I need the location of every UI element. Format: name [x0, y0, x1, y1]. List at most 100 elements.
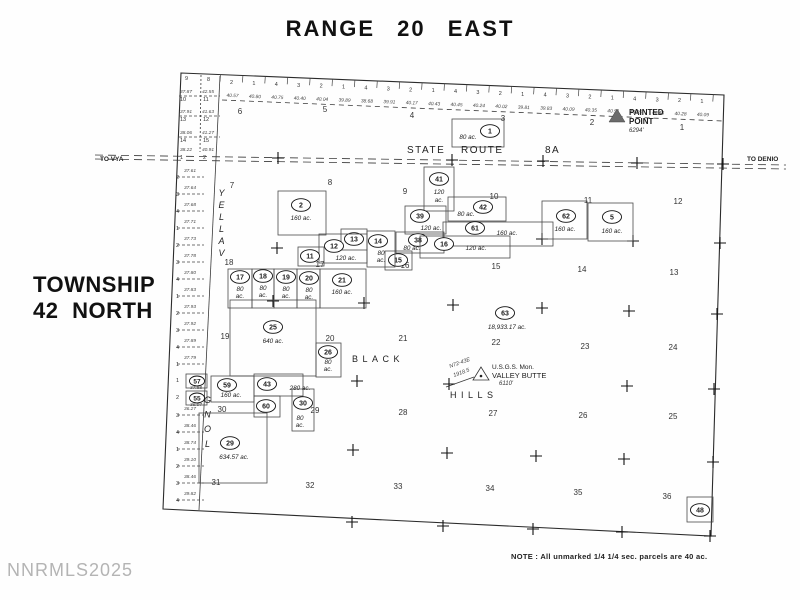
- north-lot-acreage: 40.04: [316, 96, 329, 102]
- parcel-circle: [263, 320, 283, 334]
- section-number: 23: [581, 342, 590, 351]
- section-number: 25: [669, 412, 678, 421]
- west-lot-acreage: 38.06: [180, 130, 192, 136]
- parcel-acreage: 80: [305, 287, 313, 294]
- north-lot-number: 1: [342, 85, 345, 91]
- parcel-acreage: 160 ac.: [602, 228, 623, 235]
- parcel-circle: [276, 270, 296, 284]
- section-corner-cross: [717, 158, 729, 170]
- parcel-acreage: 80 ac.: [403, 245, 420, 252]
- parcel-circle: [434, 237, 454, 251]
- long-label: G: [204, 395, 211, 405]
- north-lot-acreage: 40.09: [562, 106, 575, 112]
- parcel-acreage: 120 ac.: [421, 225, 442, 232]
- parcel-id: 16: [440, 241, 448, 248]
- north-lot-number: 4: [633, 96, 636, 102]
- black-hills-label: BLACK: [352, 354, 404, 364]
- west-lot-number: 14: [180, 138, 186, 144]
- section-corner-cross: [711, 308, 723, 320]
- lot-tick: [578, 89, 580, 97]
- parcel-boundary: [185, 373, 208, 389]
- section-number: 13: [670, 268, 679, 277]
- west-lot-acreage: 37.93: [184, 304, 196, 310]
- north-lot-acreage: 39.83: [540, 106, 553, 112]
- parcel-circle: [429, 172, 449, 186]
- parcel-boundary: [315, 342, 342, 378]
- section-corner-cross: [714, 237, 726, 249]
- parcel-id: 14: [374, 238, 382, 245]
- section-number: 20: [326, 334, 335, 343]
- north-lot-number: 4: [454, 89, 457, 95]
- west-lot-acreage: 42.55: [202, 89, 214, 95]
- north-lot-acreage: 40.57: [226, 93, 239, 99]
- parcel-57: 57: [185, 373, 208, 389]
- section-number: 10: [490, 192, 499, 201]
- parcel-12: 12 120 ac.: [318, 233, 368, 264]
- parcel-acreage: 80: [236, 286, 244, 293]
- parcel-circle: [300, 249, 320, 263]
- valley-label: L: [219, 212, 224, 222]
- north-lot-number: 2: [499, 91, 502, 97]
- west-lot-acreage: 40.91: [202, 147, 214, 153]
- road-name: STATE: [407, 145, 445, 156]
- section-corner-cross: [358, 297, 370, 309]
- west-lot-number: 3: [176, 192, 179, 198]
- parcel-acreage: ac.: [305, 294, 313, 301]
- parcel-id: 41: [435, 176, 443, 183]
- section-number: 15: [492, 262, 501, 271]
- west-lot-acreage: 37.78: [184, 253, 196, 259]
- lot-tick: [600, 89, 602, 98]
- township-label-line1: TOWNSHIP: [33, 272, 156, 297]
- section-number: 33: [394, 482, 403, 491]
- parcel-16: 16 120 ac.: [419, 235, 511, 259]
- north-lot-number: 2: [320, 84, 323, 90]
- west-lot-number: 3: [176, 328, 179, 334]
- section-number: 4: [410, 111, 415, 120]
- section-corner-cross: [621, 380, 633, 392]
- parcel-id: 26: [324, 349, 332, 356]
- north-lot-acreage: 40.28: [674, 111, 687, 117]
- section-number: 24: [669, 343, 678, 352]
- north-lot-number: 2: [409, 87, 412, 93]
- north-lot-acreage: 40.45: [450, 102, 463, 108]
- parcel-circle: [257, 377, 277, 391]
- parcel-acreage: ac.: [377, 257, 385, 264]
- west-lot-number: 11: [203, 97, 209, 103]
- parcel-id: 13: [350, 236, 358, 243]
- parcel-id: 12: [330, 243, 338, 250]
- parcel-39: 39 120 ac.: [404, 205, 447, 235]
- parcel-id: 39: [416, 213, 424, 220]
- parcel-boundary: [229, 299, 317, 377]
- road-name: ROUTE: [461, 145, 504, 156]
- section-number: 2: [590, 118, 595, 127]
- section-number: 22: [492, 338, 501, 347]
- township-label: TOWNSHIP 42 NORTH: [33, 272, 155, 325]
- lot-tick: [712, 94, 714, 102]
- lot-tick: [690, 93, 692, 101]
- note-text: NOTE : All unmarked 1/4 1/4 sec. parcels…: [511, 552, 708, 561]
- parcel-circle: [324, 239, 344, 253]
- parcel-circle: [344, 232, 364, 246]
- parcel-circle: [602, 210, 622, 224]
- parcel-acreage: 80: [259, 285, 267, 292]
- west-lot-acreage: 41.63: [202, 109, 214, 115]
- parcel-circle: [495, 306, 515, 320]
- section-corner-cross: [536, 302, 548, 314]
- parcel-42: 42 80 ac.: [447, 196, 507, 222]
- lot-tick: [533, 87, 535, 95]
- parcel-boundary: [423, 166, 455, 212]
- parcel-21: 21 160 ac.: [319, 268, 367, 309]
- valley-butte-triangle-icon: [472, 366, 490, 381]
- parcel-circle: [256, 399, 276, 413]
- parcel-acreage: 160 ac.: [221, 392, 242, 399]
- north-lot-acreage: 40.75: [271, 95, 284, 101]
- section-corner-cross: [623, 305, 635, 317]
- valley-butte-dot: [479, 374, 483, 378]
- section-number: 34: [486, 484, 495, 493]
- section-corner-cross: [704, 530, 716, 542]
- west-lot-acreage: 37.89: [184, 338, 196, 344]
- west-lot-number: 2: [176, 175, 179, 181]
